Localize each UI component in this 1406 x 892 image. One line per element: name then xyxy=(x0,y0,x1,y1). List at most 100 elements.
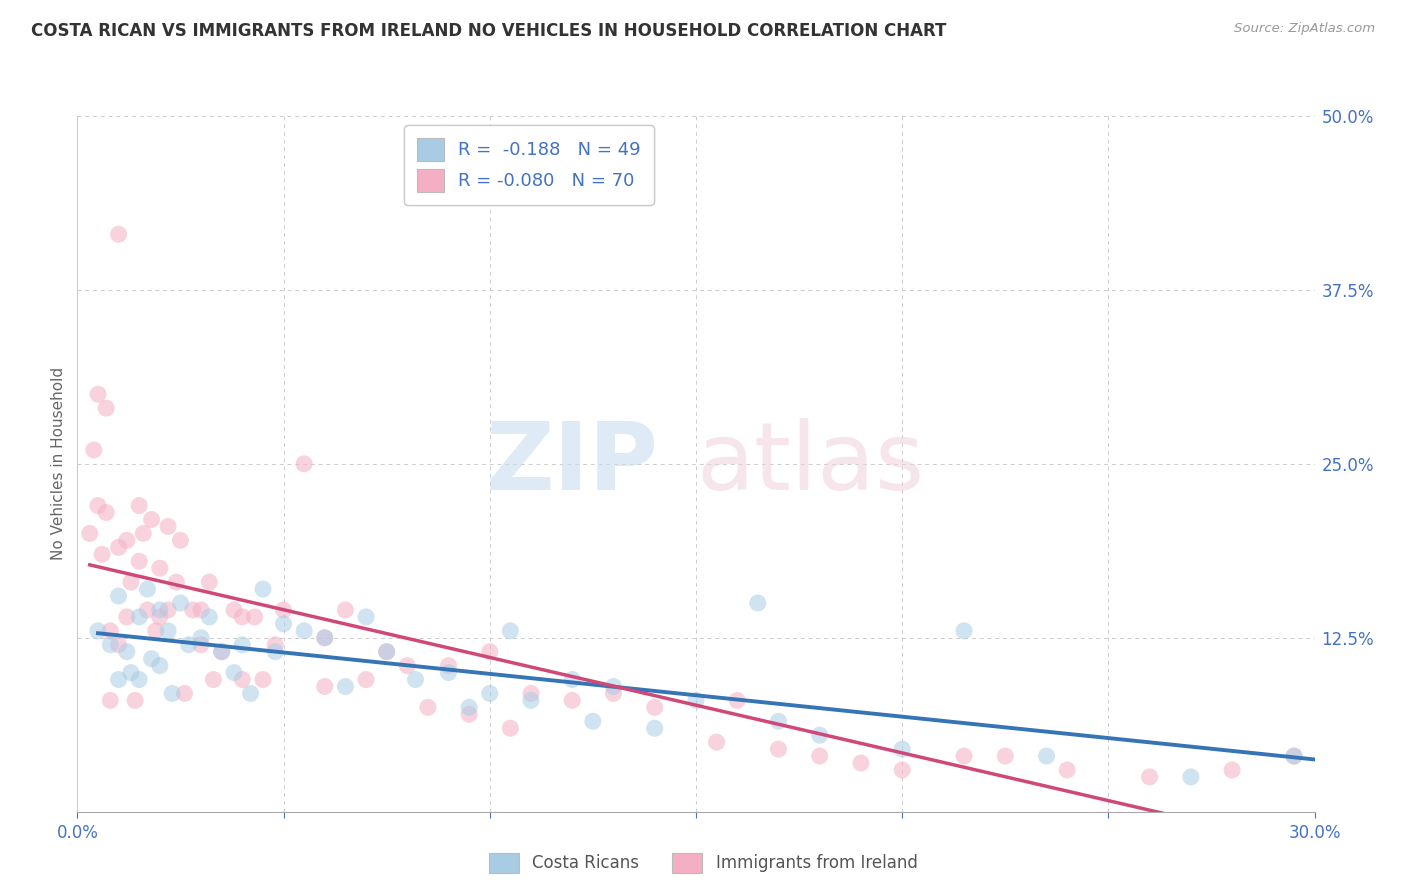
Point xyxy=(149,603,172,617)
Point xyxy=(747,596,769,610)
Text: COSTA RICAN VS IMMIGRANTS FROM IRELAND NO VEHICLES IN HOUSEHOLD CORRELATION CHAR: COSTA RICAN VS IMMIGRANTS FROM IRELAND N… xyxy=(31,22,946,40)
Point xyxy=(1282,749,1305,764)
Point xyxy=(243,610,266,624)
Point xyxy=(354,610,377,624)
Point xyxy=(891,742,914,756)
Point xyxy=(107,638,129,652)
Point xyxy=(177,638,200,652)
Point xyxy=(190,603,212,617)
Point xyxy=(891,763,914,777)
Point xyxy=(416,700,439,714)
Point xyxy=(83,442,105,457)
Point xyxy=(994,749,1017,764)
Point xyxy=(768,714,790,729)
Point xyxy=(314,680,336,694)
Point xyxy=(96,506,118,520)
Point xyxy=(128,673,150,687)
Point xyxy=(120,665,142,680)
Point xyxy=(582,714,605,729)
Point xyxy=(1056,763,1078,777)
Point xyxy=(602,686,624,700)
Point xyxy=(520,686,543,700)
Point xyxy=(141,512,163,526)
Point xyxy=(335,603,357,617)
Point xyxy=(706,735,728,749)
Point xyxy=(107,541,129,555)
Point xyxy=(437,665,460,680)
Point xyxy=(169,533,191,548)
Point xyxy=(149,561,172,575)
Point xyxy=(157,624,180,638)
Point xyxy=(136,582,159,596)
Point xyxy=(107,673,129,687)
Point xyxy=(1220,763,1243,777)
Point xyxy=(165,575,187,590)
Point xyxy=(335,680,357,694)
Point xyxy=(98,693,121,707)
Point xyxy=(79,526,101,541)
Point xyxy=(375,645,398,659)
Point xyxy=(231,673,253,687)
Point xyxy=(87,499,110,513)
Point xyxy=(87,387,110,401)
Point xyxy=(87,624,110,638)
Point xyxy=(145,624,167,638)
Point xyxy=(124,693,146,707)
Y-axis label: No Vehicles in Household: No Vehicles in Household xyxy=(51,368,66,560)
Text: ZIP: ZIP xyxy=(486,417,659,510)
Point xyxy=(375,645,398,659)
Point xyxy=(437,658,460,673)
Point xyxy=(292,624,315,638)
Point xyxy=(239,686,262,700)
Point xyxy=(149,658,172,673)
Point xyxy=(396,658,419,673)
Point xyxy=(128,554,150,568)
Point xyxy=(1282,749,1305,764)
Point xyxy=(198,575,221,590)
Legend: Costa Ricans, Immigrants from Ireland: Costa Ricans, Immigrants from Ireland xyxy=(482,847,924,880)
Point xyxy=(169,596,191,610)
Point xyxy=(173,686,195,700)
Point xyxy=(292,457,315,471)
Point xyxy=(273,616,295,631)
Text: atlas: atlas xyxy=(696,417,924,510)
Point xyxy=(644,721,666,735)
Point xyxy=(499,721,522,735)
Point xyxy=(458,707,481,722)
Point xyxy=(561,673,583,687)
Point xyxy=(264,638,287,652)
Point xyxy=(157,519,180,533)
Point xyxy=(314,631,336,645)
Point xyxy=(190,638,212,652)
Point xyxy=(1180,770,1202,784)
Point xyxy=(458,700,481,714)
Point xyxy=(685,693,707,707)
Point xyxy=(644,700,666,714)
Point xyxy=(314,631,336,645)
Point xyxy=(98,624,121,638)
Point xyxy=(953,749,976,764)
Point xyxy=(405,673,427,687)
Point xyxy=(1139,770,1161,784)
Point xyxy=(231,638,253,652)
Point xyxy=(190,631,212,645)
Point xyxy=(96,401,118,416)
Point xyxy=(222,665,245,680)
Legend: R =  -0.188   N = 49, R = -0.080   N = 70: R = -0.188 N = 49, R = -0.080 N = 70 xyxy=(404,125,654,205)
Point xyxy=(181,603,204,617)
Point xyxy=(1035,749,1057,764)
Point xyxy=(499,624,522,638)
Point xyxy=(91,547,114,561)
Point xyxy=(211,645,233,659)
Point xyxy=(273,603,295,617)
Point xyxy=(107,589,129,603)
Point xyxy=(478,686,501,700)
Point xyxy=(136,603,159,617)
Point xyxy=(222,603,245,617)
Text: Source: ZipAtlas.com: Source: ZipAtlas.com xyxy=(1234,22,1375,36)
Point xyxy=(115,533,138,548)
Point xyxy=(252,673,274,687)
Point xyxy=(160,686,183,700)
Point xyxy=(231,610,253,624)
Point xyxy=(128,499,150,513)
